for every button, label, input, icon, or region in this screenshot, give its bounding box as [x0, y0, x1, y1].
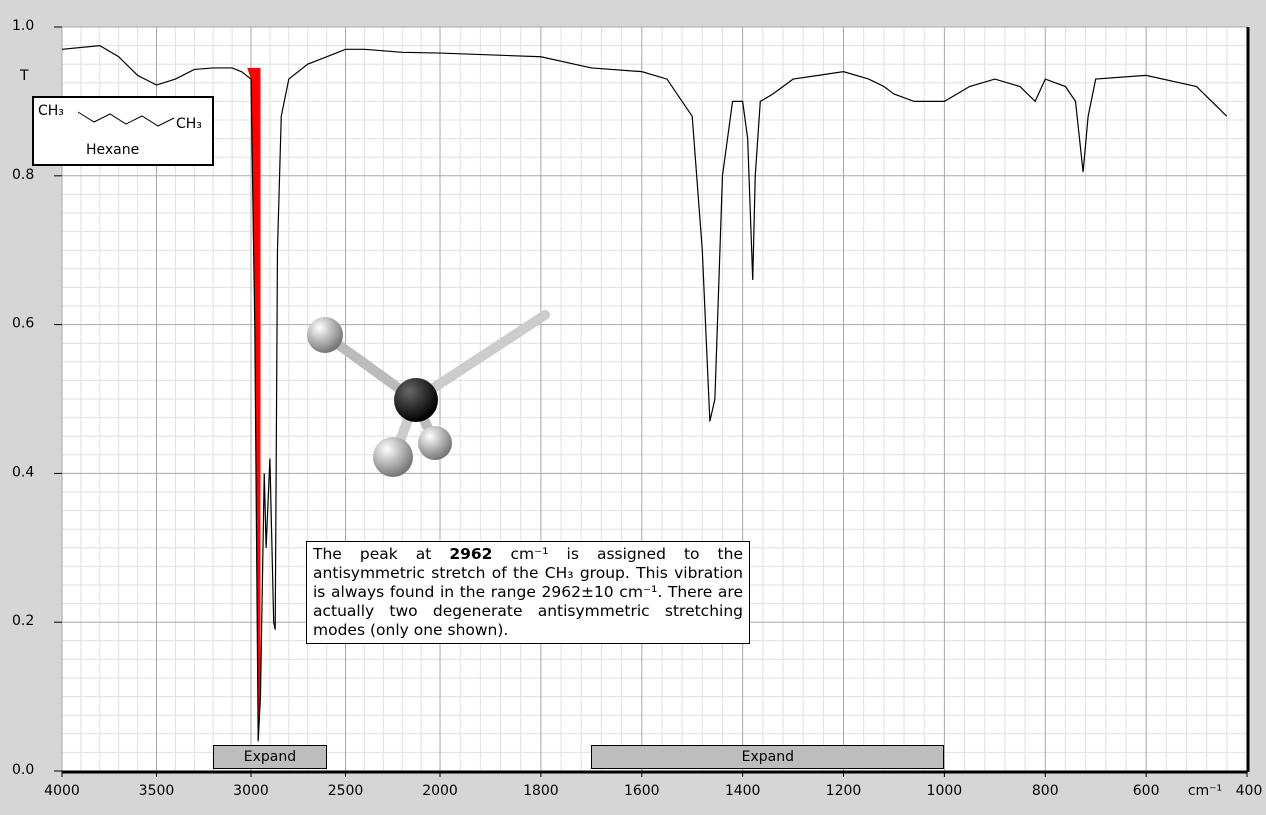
y-tick-label: 0.8 — [12, 167, 34, 183]
annotation-text: The peak at — [313, 545, 450, 563]
x-tick-label: 1600 — [624, 783, 660, 799]
x-tick-label: 600 — [1133, 783, 1160, 799]
y-tick-label: 1.0 — [12, 18, 34, 34]
y-tick-label: 0.4 — [12, 464, 34, 480]
expand-button[interactable]: Expand — [213, 745, 327, 769]
x-tick-label: 1200 — [826, 783, 862, 799]
annotation: The peak at 2962 cm⁻¹ is assigned to the… — [306, 541, 750, 644]
y-tick-label: 0.2 — [12, 613, 34, 629]
x-tick-label: 2500 — [328, 783, 364, 799]
x-tick-label: 3000 — [233, 783, 269, 799]
ch3-right: CH₃ — [176, 116, 202, 132]
expand-button[interactable]: Expand — [591, 745, 945, 769]
ch3-left: CH₃ — [38, 103, 64, 119]
x-tick-label: 3500 — [139, 783, 175, 799]
x-tick-label: 4000 — [44, 783, 80, 799]
y-axis-label: T — [19, 68, 29, 84]
x-tick-label: 800 — [1032, 783, 1059, 799]
structure — [77, 111, 175, 127]
x-axis-label: cm⁻¹ — [1188, 783, 1222, 799]
x-tick-label: 1400 — [725, 783, 761, 799]
x-tick-label: 1000 — [927, 783, 963, 799]
molecule-box: CH₃ CH₃ Hexane — [32, 96, 214, 166]
spectrum-line — [61, 44, 1228, 742]
x-tick-label: 2000 — [422, 783, 458, 799]
molecule-model — [307, 310, 550, 477]
annotation-text: cm⁻¹ is assigned to the antisymmetric st… — [313, 545, 743, 639]
x-tick-label: 1800 — [523, 783, 559, 799]
annotation-peak: 2962 — [449, 545, 493, 563]
x-tick-label: 400 — [1236, 783, 1263, 799]
y-tick-label: 0.0 — [12, 762, 34, 778]
molecule-name: Hexane — [86, 142, 140, 158]
y-tick-label: 0.6 — [12, 316, 34, 332]
